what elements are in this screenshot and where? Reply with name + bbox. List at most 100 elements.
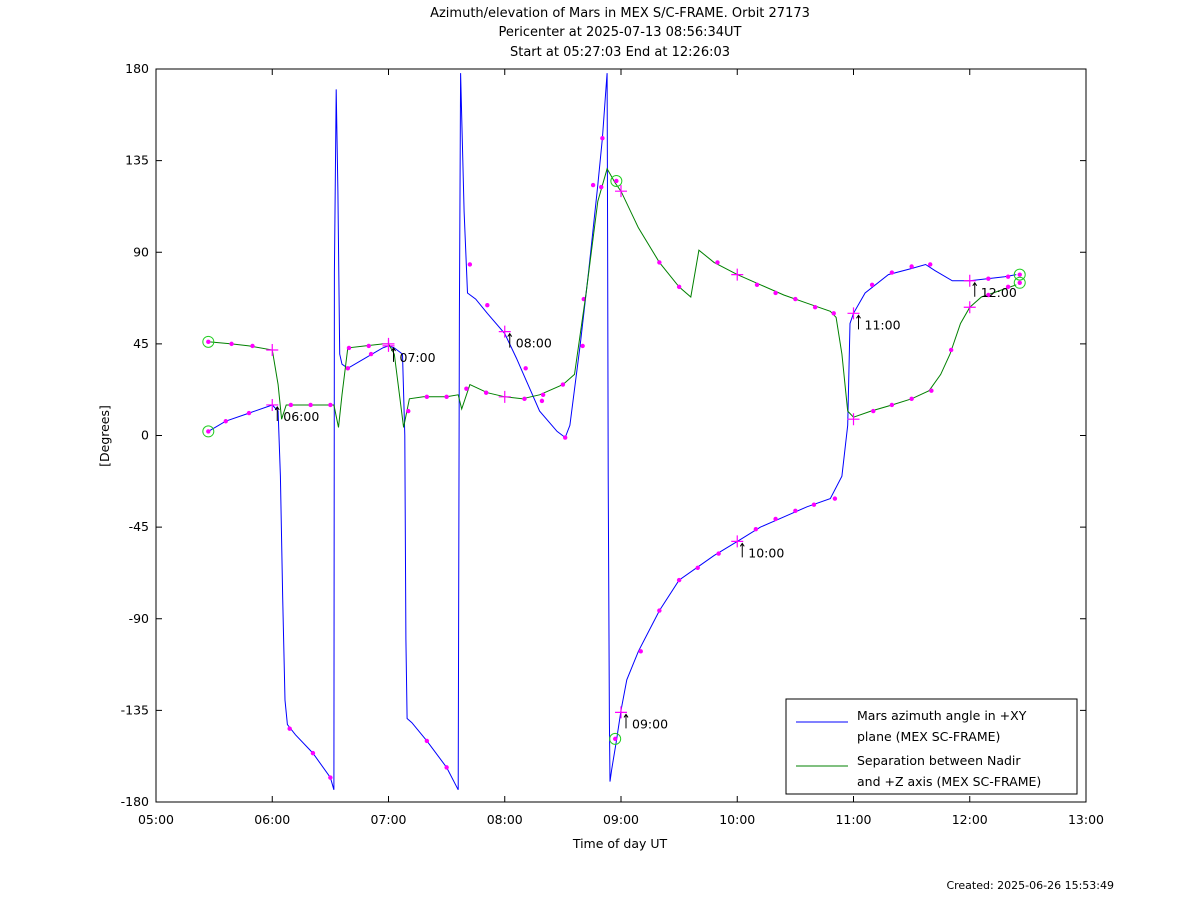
data-point-azimuth <box>600 136 605 141</box>
data-point-azimuth <box>539 398 545 404</box>
time-annotation-label: 09:00 <box>632 716 668 731</box>
data-point-separation <box>366 343 371 349</box>
data-point-azimuth <box>424 738 430 744</box>
y-tick-label: 135 <box>125 153 149 168</box>
time-annotation-label: 10:00 <box>748 545 784 560</box>
legend-label-azimuth-line-1: Mars azimuth angle in +XY <box>857 708 1027 723</box>
data-point-azimuth <box>345 366 351 371</box>
data-point-azimuth <box>695 565 700 571</box>
x-tick-label: 13:00 <box>1068 812 1104 827</box>
data-point-separation <box>580 343 585 349</box>
annotation-layer: 06:00 07:00 08:00 09:00 10:00 11:00 12:00 <box>274 281 1017 731</box>
data-point-separation <box>929 388 934 393</box>
hour-marker-azimuth <box>498 325 511 338</box>
hour-marker-separation <box>382 337 395 350</box>
series-layer <box>202 73 1026 791</box>
endpoint-ring-separation <box>202 335 215 348</box>
hour-marker-azimuth <box>847 307 860 320</box>
data-point-separation <box>909 396 914 402</box>
x-tick-label: 07:00 <box>370 812 406 827</box>
data-point-azimuth <box>793 508 798 514</box>
time-annotation-arrow <box>972 281 978 297</box>
hour-marker-azimuth <box>963 274 976 287</box>
data-point-azimuth <box>223 419 228 424</box>
hour-marker-azimuth <box>731 535 744 548</box>
data-point-separation <box>346 345 352 351</box>
title-line-1: Azimuth/elevation of Mars in MEX S/C-FRA… <box>430 6 810 21</box>
axes: 05:00 06:00 07:00 08:00 09:00 10:00 11:00 12:00… <box>121 61 1104 827</box>
data-point-separation <box>831 311 836 316</box>
legend-label-azimuth-line-2: plane (MEX SC-FRAME) <box>857 729 1000 744</box>
time-annotation-label: 06:00 <box>283 409 319 424</box>
time-annotation-label: 07:00 <box>400 350 436 365</box>
time-annotation: 09:00 <box>623 713 668 731</box>
y-tick-label: -135 <box>121 702 149 717</box>
time-annotation-label: 08:00 <box>516 336 552 351</box>
data-point-separation <box>948 347 954 353</box>
y-tick-label: -90 <box>129 611 149 626</box>
data-point-azimuth <box>1005 274 1011 279</box>
data-point-azimuth <box>638 649 643 654</box>
hour-marker-separation <box>498 390 511 403</box>
series-line-separation <box>208 167 1017 428</box>
legend: Mars azimuth angle in +XY plane (MEX SC-… <box>785 698 1078 795</box>
series-azimuth <box>202 73 1017 791</box>
data-point-azimuth <box>676 577 682 583</box>
data-point-separation <box>288 402 294 408</box>
x-tick-label: 06:00 <box>254 812 290 827</box>
data-point-azimuth <box>986 276 991 281</box>
title-line-2: Pericenter at 2025-07-13 08:56:34UT <box>498 25 741 40</box>
data-point-separation <box>229 341 234 347</box>
data-point-separation <box>676 284 682 290</box>
time-annotation: 08:00 <box>507 332 552 351</box>
data-point-azimuth <box>563 435 568 440</box>
hour-marker-azimuth <box>266 398 279 411</box>
data-point-azimuth <box>753 526 759 532</box>
data-point-azimuth <box>310 750 316 756</box>
data-point-separation <box>871 408 876 414</box>
data-point-separation <box>250 343 255 349</box>
data-point-azimuth <box>869 282 875 288</box>
x-tick-label: 05:00 <box>138 812 174 827</box>
data-point-azimuth <box>909 264 914 269</box>
data-point-azimuth <box>811 502 817 507</box>
data-point-azimuth <box>523 366 528 371</box>
data-point-azimuth <box>928 262 933 267</box>
time-annotation: 11:00 <box>856 314 901 332</box>
data-point-azimuth <box>368 351 374 357</box>
data-point-azimuth <box>485 302 490 308</box>
data-point-separation <box>793 296 798 302</box>
time-annotation: 06:00 <box>274 406 319 424</box>
endpoint-dot-separation <box>206 339 211 345</box>
x-tick-label: 12:00 <box>952 812 988 827</box>
time-annotation: 07:00 <box>391 347 436 365</box>
x-tick-label: 08:00 <box>487 812 523 827</box>
data-point-separation <box>657 260 662 265</box>
data-point-separation <box>889 402 895 408</box>
data-point-separation <box>483 390 489 395</box>
hour-marker-separation <box>963 301 976 314</box>
created-timestamp: Created: 2025-06-26 15:53:49 <box>946 879 1114 892</box>
data-point-azimuth <box>246 410 252 416</box>
data-point-azimuth <box>328 775 333 780</box>
endpoint-ring-azimuth <box>202 425 215 438</box>
data-point-separation <box>444 394 449 400</box>
legend-label-separation-line-1: Separation between Nadir <box>857 753 1021 768</box>
hour-marker-separation <box>615 185 627 198</box>
data-point-separation <box>424 394 430 400</box>
data-point-separation <box>773 290 778 296</box>
time-annotation-arrow <box>739 542 745 558</box>
hour-marker-separation <box>731 268 744 281</box>
data-point-separation <box>406 408 411 414</box>
data-point-azimuth <box>832 496 838 501</box>
y-tick-label: 45 <box>133 336 149 351</box>
time-annotation-arrow <box>623 713 629 729</box>
endpoint-ring-separation <box>610 174 623 187</box>
data-point-azimuth <box>590 182 596 188</box>
data-point-separation <box>464 386 469 391</box>
time-annotation-arrow <box>507 332 513 348</box>
data-point-azimuth <box>444 765 449 770</box>
hour-marker-azimuth <box>615 706 627 719</box>
time-annotation-arrow <box>274 406 280 421</box>
series-separation <box>202 167 1026 428</box>
